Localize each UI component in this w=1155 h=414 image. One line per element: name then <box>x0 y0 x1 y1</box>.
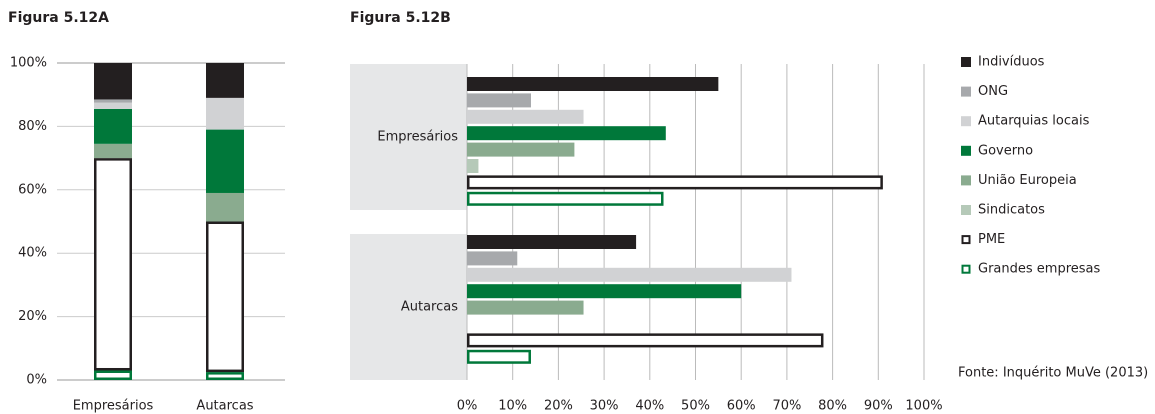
legend-label: PME <box>978 232 1005 247</box>
bar-segment <box>94 99 132 103</box>
legend-swatch <box>961 57 971 67</box>
legend-swatch <box>961 86 971 97</box>
bar-segment <box>206 372 244 381</box>
legend-label: Grandes empresas <box>978 262 1100 277</box>
category-band <box>350 64 467 210</box>
bar-segment <box>94 370 132 380</box>
bar <box>467 77 719 91</box>
bar <box>467 93 531 108</box>
legend-swatch <box>961 175 971 186</box>
bar-segment <box>206 97 244 130</box>
bar <box>467 235 637 249</box>
x-tick-label: 30% <box>590 399 619 414</box>
legend-label: ONG <box>978 84 1008 99</box>
y-tick-label: 0% <box>26 373 47 388</box>
x-tick-label: 90% <box>864 399 893 414</box>
x-tick-label: Empresários <box>73 399 154 414</box>
y-tick-label: 80% <box>18 119 47 134</box>
bar-segment <box>94 158 132 371</box>
legend-label: Autarquias locais <box>978 114 1090 129</box>
legend-label: União Europeia <box>978 173 1077 188</box>
bar <box>467 349 531 364</box>
bar <box>467 191 664 206</box>
bar-segment <box>206 129 244 193</box>
bar-segment <box>206 63 244 98</box>
legend-swatch <box>961 116 971 127</box>
bar-segment <box>94 63 132 100</box>
legend-swatch <box>961 235 971 245</box>
y-tick-label: 40% <box>18 246 47 261</box>
x-tick-label: 10% <box>498 399 527 414</box>
legend-swatch <box>961 145 971 156</box>
category-band <box>350 234 467 380</box>
legend-swatch <box>961 264 971 274</box>
bar <box>467 109 584 124</box>
legend-swatch <box>961 205 971 215</box>
x-tick-label: 20% <box>544 399 573 414</box>
bar <box>467 300 584 315</box>
bar <box>467 159 479 173</box>
x-tick-label: Autarcas <box>196 399 253 414</box>
bar <box>467 284 742 299</box>
x-tick-label: 70% <box>772 399 801 414</box>
bar-segment <box>94 108 132 144</box>
bar <box>467 333 824 348</box>
x-tick-label: 0% <box>457 399 478 414</box>
chart-title: Figura 5.12B <box>350 10 451 26</box>
y-tick-label: 20% <box>18 309 47 324</box>
bar-segment <box>206 221 244 373</box>
legend-label: Indivíduos <box>978 55 1045 70</box>
bar <box>467 267 792 282</box>
bar <box>467 142 575 157</box>
x-tick-label: 60% <box>727 399 756 414</box>
bar-segment <box>94 143 132 159</box>
legend-label: Sindicatos <box>978 203 1045 218</box>
source-note: Fonte: Inquérito MuVe (2013) <box>958 366 1148 381</box>
bar-segment <box>206 192 244 222</box>
x-tick-label: 80% <box>818 399 847 414</box>
bar <box>467 175 883 190</box>
category-label: Autarcas <box>401 300 458 315</box>
chart-title: Figura 5.12A <box>8 10 109 26</box>
y-tick-label: 60% <box>18 182 47 197</box>
y-tick-label: 100% <box>10 56 47 71</box>
legend-label: Governo <box>978 143 1033 158</box>
bar <box>467 126 666 141</box>
category-label: Empresários <box>377 130 458 145</box>
x-tick-label: 50% <box>681 399 710 414</box>
x-tick-label: 40% <box>635 399 664 414</box>
bar <box>467 251 518 266</box>
x-tick-label: 100% <box>905 399 942 414</box>
bar-segment <box>94 102 132 109</box>
